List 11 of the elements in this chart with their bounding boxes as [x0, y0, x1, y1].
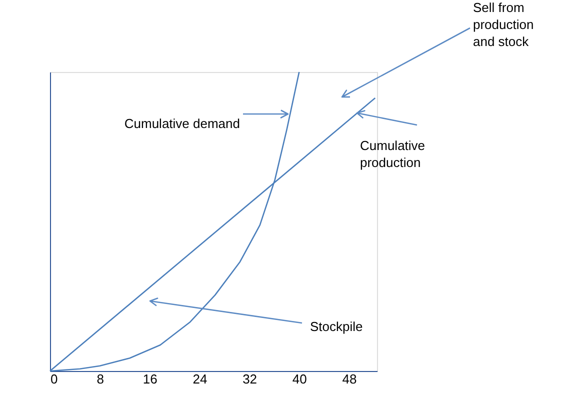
- annotation: Cumulative demand: [124, 116, 240, 131]
- x-tick-label: 8: [96, 372, 104, 386]
- x-tick-label: 48: [342, 372, 357, 386]
- x-tick-label: 0: [50, 372, 58, 386]
- annotation: Cumulative production: [360, 138, 426, 170]
- x-tick-label: 40: [292, 372, 307, 386]
- annotation: Stockpile: [310, 319, 363, 334]
- x-tick-label: 24: [192, 372, 208, 386]
- x-tick-label: 32: [242, 372, 258, 386]
- x-tick-label: 16: [142, 372, 158, 386]
- text: Sell from production and stock: [473, 0, 534, 49]
